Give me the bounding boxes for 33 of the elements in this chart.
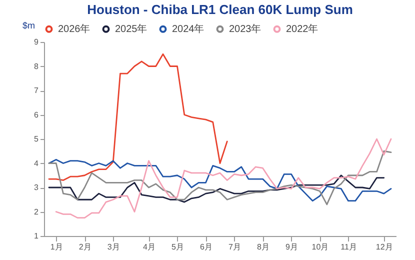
legend-label: 2023年 [229,23,262,36]
y-tick-label: 3 [34,183,40,192]
x-tick-label: 1月 [50,242,63,252]
y-tick-label: 2 [34,207,40,216]
line-series [48,158,392,202]
legend-label: 2022年 [286,23,318,36]
y-tick-label: 9 [34,38,40,46]
legend-label: 2026年 [58,23,90,36]
x-tick-label: 5月 [172,242,184,252]
x-tick-label: 2月 [78,242,92,252]
line-series [55,138,392,219]
y-axis-title: $m [22,20,36,30]
x-tick-label: 10月 [312,242,329,252]
chart-title: Houston - Chiba LR1 Clean 60K Lump Sum [87,2,353,17]
x-tick-label: 8月 [257,242,270,252]
x-tick-label: 6月 [200,242,212,252]
line-series [48,53,228,181]
x-tick-label: 12月 [376,242,393,252]
y-tick-label: 4 [34,158,40,168]
legend-label: 2024年 [172,23,204,36]
x-tick-label: 9月 [286,242,298,252]
y-tick-label: 8 [34,62,40,71]
x-tick-label: 11月 [340,242,357,252]
x-tick-label: 4月 [143,242,156,252]
y-tick-label: 6 [34,110,40,120]
y-tick-label: 7 [34,86,40,95]
y-tick-label: 1 [34,232,40,240]
line-series [48,150,392,206]
x-tick-label: 3月 [107,242,120,252]
line-series [48,174,385,203]
x-tick-label: 7月 [228,242,241,252]
y-tick-label: 5 [34,134,40,144]
legend-label: 2025年 [115,23,148,36]
